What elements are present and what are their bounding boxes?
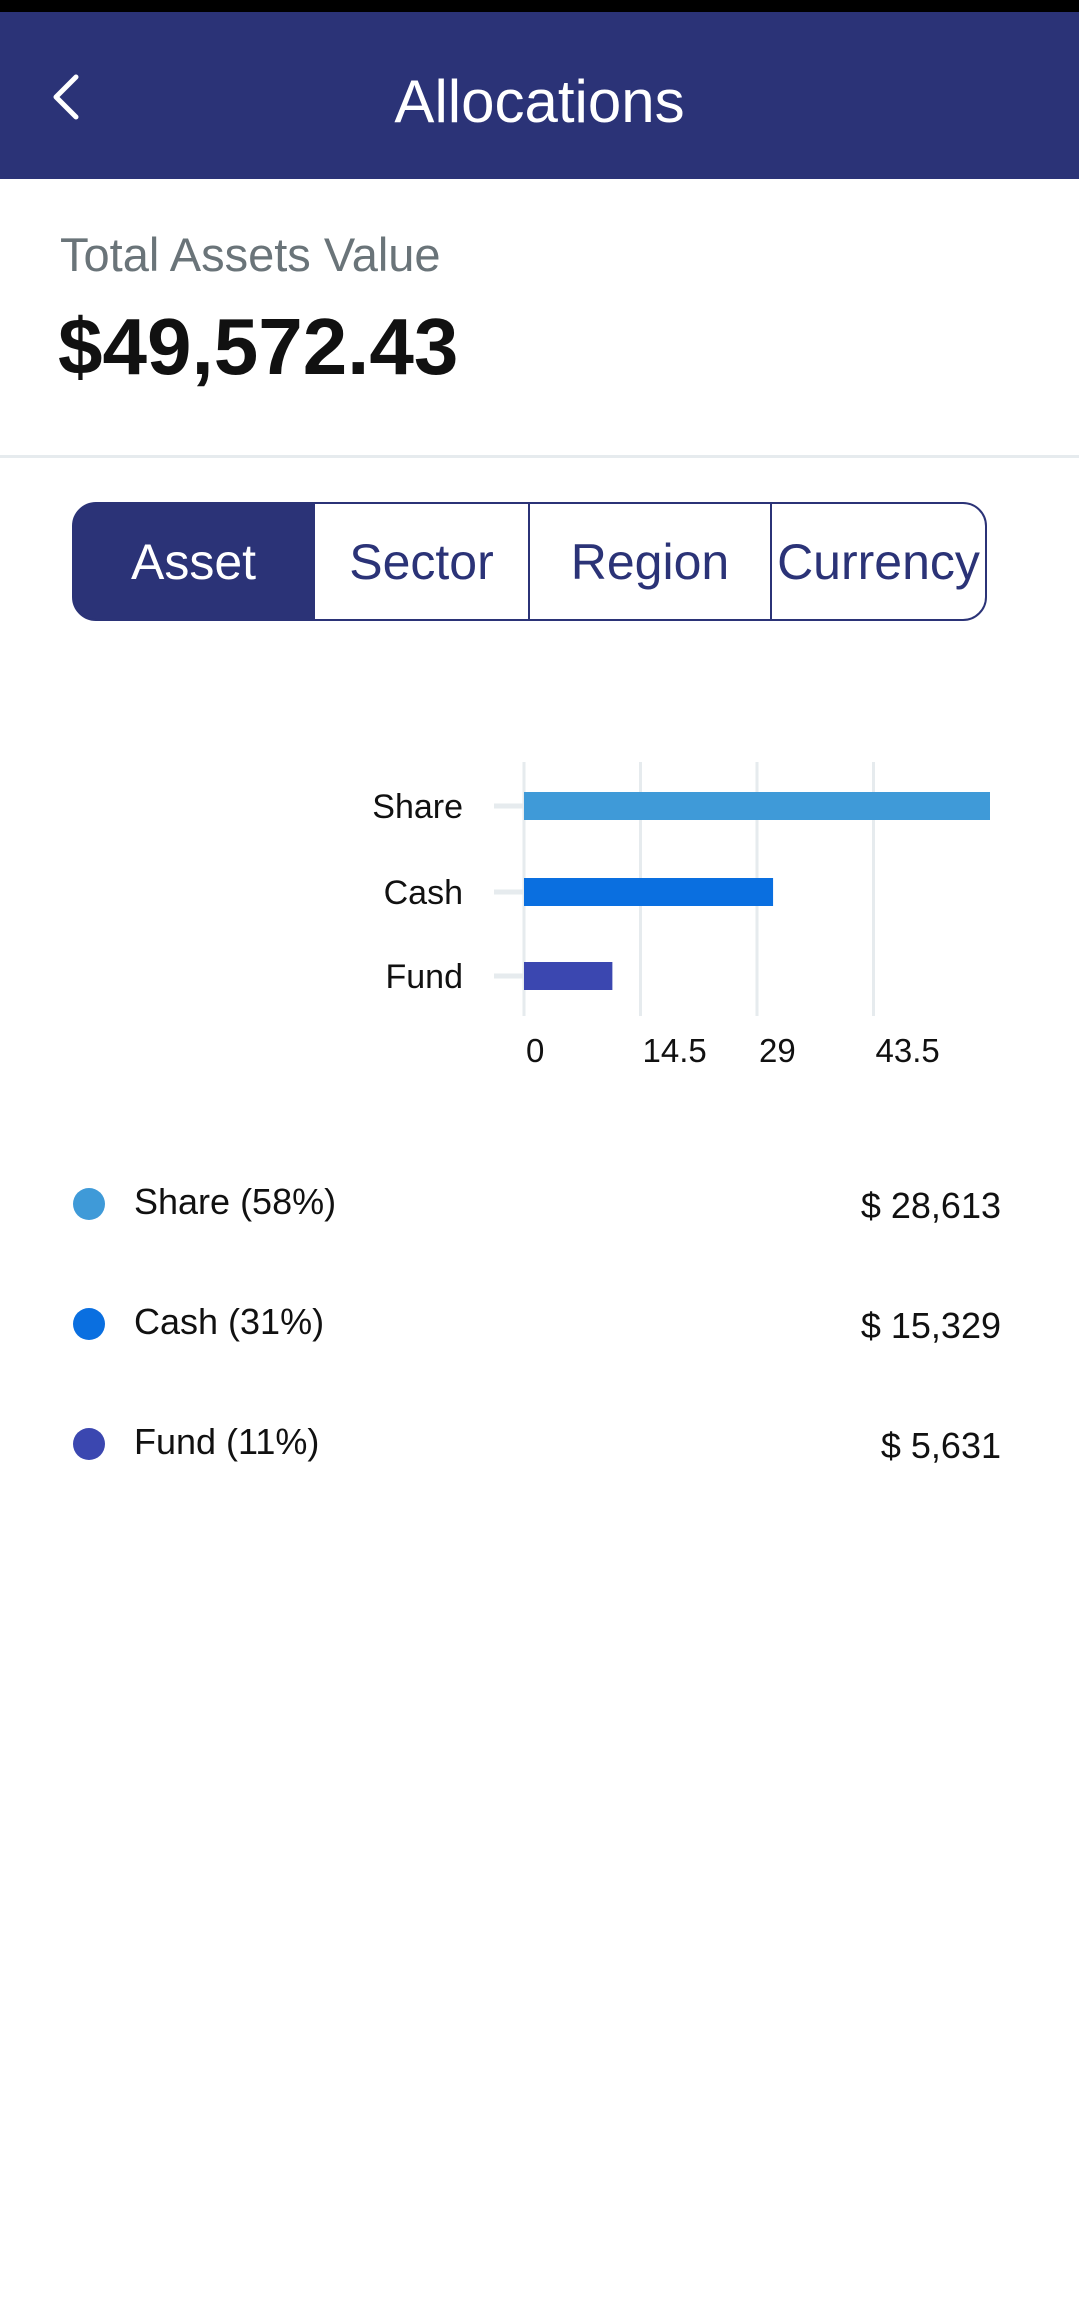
page-title: Allocations (394, 68, 685, 135)
legend-value: $ 5,631 (880, 1425, 1001, 1466)
allocation-tabs: Asset Sector Region Currency (72, 502, 987, 621)
x-tick-label: 29 (759, 1032, 796, 1069)
tab-asset[interactable]: Asset (72, 502, 315, 621)
y-tick-label: Share (372, 788, 463, 826)
status-bar (0, 0, 1079, 12)
total-assets-value: $49,572.43 (58, 302, 459, 391)
tab-region[interactable]: Region (528, 502, 772, 621)
legend-value: $ 15,329 (860, 1305, 1001, 1346)
total-assets-label: Total Assets Value (60, 228, 441, 281)
legend-label: Cash (31%) (134, 1301, 325, 1342)
chevron-left-icon (53, 74, 79, 120)
legend-dot (73, 1428, 105, 1460)
legend-label: Share (58%) (134, 1181, 337, 1222)
tab-currency[interactable]: Currency (770, 502, 987, 621)
legend-dot (73, 1308, 105, 1340)
legend-dot (73, 1188, 105, 1220)
tab-sector[interactable]: Sector (313, 502, 530, 621)
y-tick-label: Fund (386, 958, 464, 996)
y-tick-label: Cash (384, 874, 463, 912)
x-tick-label: 0 (526, 1032, 544, 1069)
legend-value: $ 28,613 (860, 1185, 1001, 1226)
x-tick-label: 14.5 (643, 1032, 707, 1069)
total-assets-summary: Total Assets Value $49,572.43 (0, 179, 1079, 458)
app-bar: Allocations (0, 12, 1079, 179)
bar (524, 878, 774, 906)
legend-item-share: Share (58%) $ 28,613 (0, 1160, 1079, 1280)
back-button[interactable] (36, 62, 96, 132)
legend-label: Fund (11%) (134, 1421, 320, 1462)
x-tick-label: 43.5 (876, 1032, 940, 1069)
legend-item-cash: Cash (31%) $ 15,329 (0, 1280, 1079, 1400)
allocation-bar-chart: 0 14.5 29 43.5 Share Cash Fund (372, 762, 990, 1069)
bar (524, 962, 613, 990)
bar (524, 792, 990, 820)
allocation-legend: Share (58%) $ 28,613 Cash (31%) $ 15,329… (0, 1160, 1079, 1520)
legend-item-fund: Fund (11%) $ 5,631 (0, 1400, 1079, 1520)
